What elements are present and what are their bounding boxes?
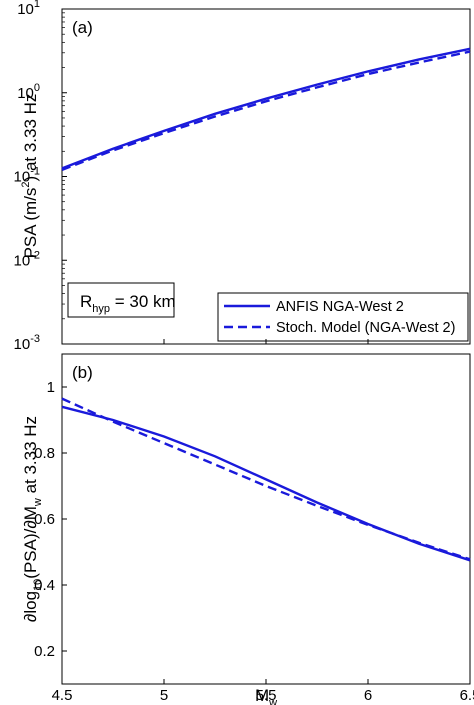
x-tick-label: 6 — [364, 687, 372, 704]
panel-b-y-axis-label: ∂log10(PSA)/∂Mw at 3.33 Hz — [21, 416, 44, 622]
panel-a-label: (a) — [72, 18, 93, 37]
panel-a-series-line — [61, 47, 471, 170]
panel-a-y-tick-label: 10-3 — [14, 333, 40, 353]
panel-a-series-line — [61, 50, 471, 172]
panel-b-series-line — [61, 397, 471, 561]
panel-b-y-tick-label: 0.8 — [34, 445, 55, 462]
panel-b-label: (b) — [72, 363, 93, 382]
panel-a-y-tick-exponent: -2 — [30, 249, 40, 261]
panel-a-y-tick-exponent: -1 — [30, 166, 40, 178]
panel-b-series — [61, 397, 471, 562]
panel-b-y-ticks: 0.2 0.4 0.6 0.8 1 — [34, 379, 67, 660]
panel-a-series — [61, 47, 471, 172]
panel-b-y-tick-label: 1 — [47, 379, 55, 396]
panel-b-y-tick-label: 0.6 — [34, 511, 55, 528]
panel-a-y-tick-exponent: -3 — [30, 333, 40, 345]
x-tick-label: 5.5 — [256, 687, 277, 704]
panel-b-frame — [61, 353, 471, 685]
panel-a-y-axis-label: PSA (m/s2) at 3.33 Hz — [20, 94, 40, 259]
panel-b-x-ticks: 4.5 5 5.5 6 6.5 — [52, 339, 474, 704]
panel-a-y-tick-exponent: 0 — [34, 82, 40, 94]
x-tick-label: 5 — [160, 687, 168, 704]
panel-b: (b) 0.2 0.4 0.6 0.8 1 4.5 5 5.5 6 6.5 ∂log10(PSA… — [21, 339, 474, 705]
legend-entry-anfis: ANFIS NGA-West 2 — [276, 299, 404, 315]
panel-a-y-tick-label: 101 — [17, 0, 40, 18]
panel-b-series-line — [61, 405, 471, 562]
legend: ANFIS NGA-West 2 Stoch. Model (NGA-West … — [217, 292, 469, 342]
x-axis-label: Mw — [255, 686, 277, 705]
svg-text:Rhyp = 30 km: Rhyp = 30 km — [80, 292, 176, 315]
legend-box — [217, 292, 469, 342]
panel-b-y-tick-label: 0.2 — [34, 643, 55, 660]
r-hyp-annotation: Rhyp = 30 km — [67, 282, 176, 318]
panel-a-y-tick-exponent: 1 — [34, 0, 40, 10]
panel-b-y-tick-label: 0.4 — [34, 577, 55, 594]
x-tick-label: 4.5 — [52, 687, 73, 704]
legend-entry-stoch: Stoch. Model (NGA-West 2) — [276, 320, 455, 336]
x-tick-label: 6.5 — [460, 687, 474, 704]
